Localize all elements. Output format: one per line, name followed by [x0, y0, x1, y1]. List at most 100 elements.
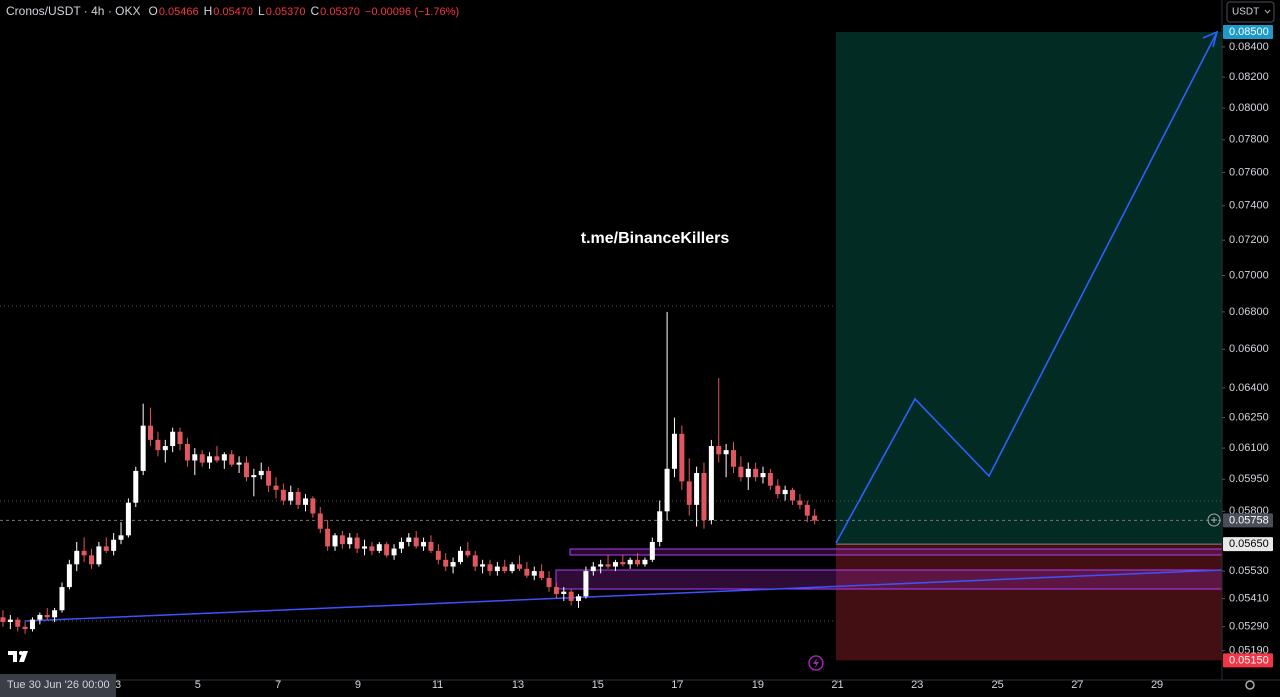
candle-body [140, 425, 146, 471]
ohlc-key: O [148, 4, 157, 18]
drawings-back [0, 32, 1222, 661]
candle-body [745, 468, 751, 478]
currency-select[interactable] [1226, 1, 1275, 23]
time-axis-labels: 3 5 7 9 11 13 15 17 19 21 23 25 27 29 [115, 679, 1163, 691]
stop-zone [836, 544, 1222, 661]
candle-body [207, 456, 213, 463]
candle-body [184, 443, 190, 461]
y-tick-label: 0.05410 [1229, 593, 1269, 605]
y-tick-label: 0.08000 [1229, 102, 1269, 114]
candle-body [730, 450, 736, 467]
candle-body [15, 619, 21, 627]
candle-body [59, 587, 65, 611]
candle-body [686, 481, 692, 505]
ohlc-key: C [310, 4, 319, 18]
candle-body [376, 544, 382, 551]
candles [0, 311, 818, 634]
symbol-title: Cronos/USDT · 4h · OKX [6, 4, 140, 18]
y-tick-label: 0.08400 [1229, 41, 1269, 53]
candle-body [487, 564, 493, 572]
candle-body [199, 454, 205, 463]
candle-body [339, 535, 345, 545]
x-tick-label: 9 [355, 679, 361, 691]
candle-body [170, 431, 176, 447]
candle-body [103, 546, 109, 551]
candle-body [133, 470, 139, 503]
candle-body [66, 564, 72, 588]
entry-label: 0.05650 [1229, 538, 1269, 550]
candle-body [583, 571, 589, 597]
lightning-button[interactable] [808, 655, 824, 671]
candle-body [266, 470, 272, 486]
candle-body [0, 617, 6, 623]
candle-body [694, 472, 700, 505]
candle-body [494, 566, 500, 572]
x-tick-label: 7 [275, 679, 281, 691]
watermark: t.me/BinanceKillers [581, 230, 730, 247]
candle-body [310, 498, 316, 514]
lightning-icon[interactable] [813, 658, 819, 668]
candle-body [347, 537, 353, 545]
dropdown-caret[interactable] [1264, 9, 1271, 14]
candle-body [450, 562, 456, 567]
candle-body [576, 596, 582, 601]
add-alert-button[interactable] [1207, 513, 1221, 527]
candle-body [568, 591, 574, 601]
settings-button[interactable] [1245, 680, 1255, 690]
candle-body [671, 433, 677, 469]
candle-body [738, 466, 744, 478]
last-price-label: 0.05758 [1229, 514, 1269, 526]
candle-body [22, 626, 28, 630]
candle-body [524, 568, 530, 576]
projection-path [835, 33, 1217, 544]
candle-body [664, 468, 670, 512]
y-tick-label: 0.07200 [1229, 234, 1269, 246]
candle-body [384, 544, 390, 556]
candle-body [553, 587, 559, 594]
y-tick-label: 0.05290 [1229, 621, 1269, 633]
candle-body [775, 485, 781, 495]
candle-body [753, 468, 759, 478]
x-tick-label: 3 [115, 679, 121, 691]
y-tick-label: 0.06250 [1229, 412, 1269, 424]
candle-body [435, 550, 441, 560]
y-tick-label: 0.06600 [1229, 343, 1269, 355]
target-label: 0.08500 [1229, 26, 1269, 38]
candle-body [767, 472, 773, 486]
x-tick-label: 21 [831, 679, 843, 691]
candle-body [723, 450, 729, 455]
y-tick-label: 0.06400 [1229, 382, 1269, 394]
candle-body [797, 500, 803, 505]
candle-body [428, 541, 434, 551]
candle-body [148, 425, 154, 440]
ohlc-value: 0.05466 [159, 6, 199, 18]
x-tick-label: 27 [1071, 679, 1083, 691]
y-tick-label: 0.07000 [1229, 269, 1269, 281]
candle-body [421, 541, 427, 547]
currency-label[interactable]: USDT [1232, 7, 1259, 18]
candle-body [649, 541, 655, 560]
tradingview-logo [8, 651, 28, 662]
x-tick-label: 15 [592, 679, 604, 691]
candle-body [546, 577, 552, 588]
candle-body [118, 535, 124, 540]
candle-body [303, 498, 308, 505]
candle-body [465, 550, 471, 556]
candle-body [561, 591, 567, 594]
candle-body [7, 619, 13, 623]
candle-body [251, 475, 257, 478]
y-tick-label: 0.05950 [1229, 473, 1269, 485]
change: −0.00096 (−1.76%) [365, 6, 459, 18]
candle-body [354, 537, 360, 549]
candle-body [369, 546, 375, 551]
candle-body [812, 515, 818, 521]
candle-body [790, 489, 796, 501]
plus-icon[interactable] [1211, 517, 1217, 523]
y-tick-label: 0.07600 [1229, 166, 1269, 178]
stop-badge [1223, 653, 1273, 668]
x-tick-label: 11 [432, 679, 443, 691]
ohlc-value: 0.05370 [266, 6, 306, 18]
